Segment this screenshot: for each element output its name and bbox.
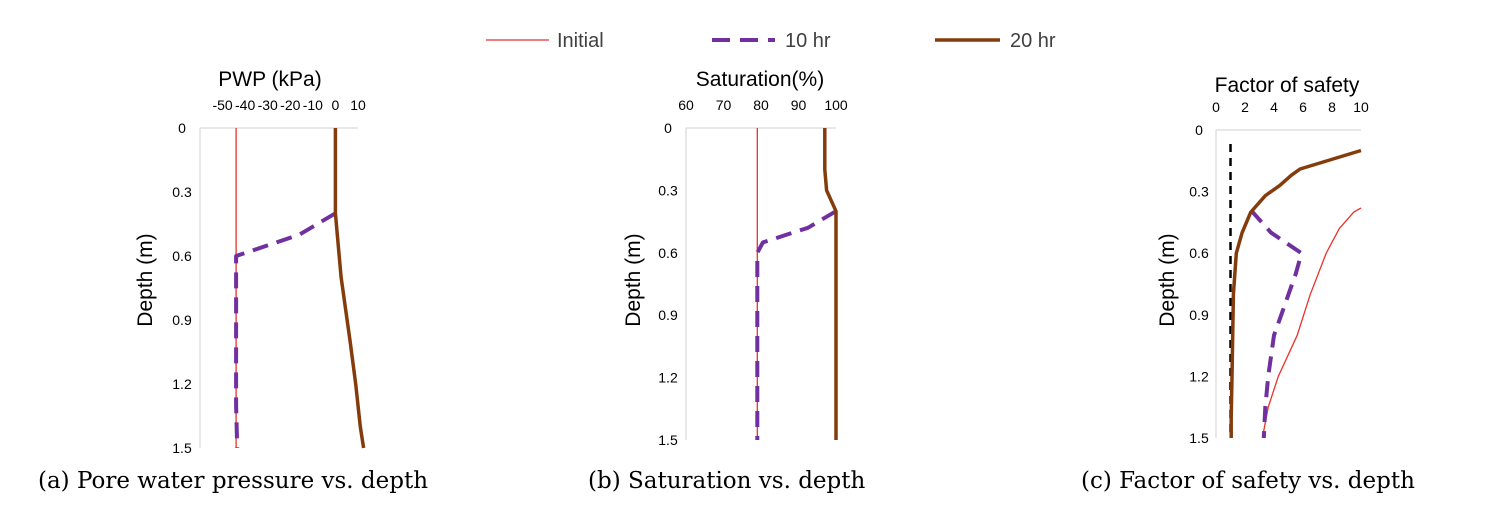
y-tick-label: 1.2 [172, 376, 192, 392]
y-tick-label: 0 [1195, 122, 1203, 138]
x-tick-label: 80 [753, 97, 769, 113]
x-tick-label: -10 [303, 97, 323, 113]
x-tick-label: -50 [212, 97, 232, 113]
chart-title: Factor of safety [1215, 74, 1360, 97]
y-tick-label: 0.9 [658, 307, 678, 323]
series-line-20hr [333, 128, 366, 449]
series-line-20hr [1229, 148, 1362, 438]
x-tick-label: -20 [280, 97, 300, 113]
legend-label-20hr: 20 hr [1010, 30, 1056, 52]
y-axis-label: Depth (m) [1156, 233, 1179, 326]
caption-saturation: (b) Saturation vs. depth [588, 468, 866, 494]
y-tick-label: 0.6 [1189, 245, 1209, 261]
x-tick-label: 100 [824, 97, 848, 113]
y-tick-label: 0.3 [1189, 184, 1209, 200]
y-tick-label: 0 [178, 120, 186, 136]
x-tick-label: 4 [1270, 99, 1278, 115]
legend-label-initial: Initial [557, 30, 604, 52]
legend-entry-initial: Initial [486, 30, 604, 52]
chart-title: PWP (kPa) [218, 68, 321, 91]
x-tick-label: 70 [716, 97, 732, 113]
chart-title: Saturation(%) [696, 68, 824, 91]
panel-pwp: PWP (kPa) Depth (m) -50 -40 -30 -20 -10 0 10 0 0.3… [134, 68, 366, 456]
x-tick-label: 90 [791, 97, 807, 113]
series-line-initial [1261, 207, 1362, 439]
panel-factor-of-safety: Factor of safety Depth (m) 0 2 4 6 8 10 0 0.3 0.6 0… [1156, 74, 1369, 446]
legend: Initial 10 hr 20 hr [486, 30, 1056, 52]
x-tick-label: 60 [678, 97, 694, 113]
legend-entry-10hr: 10 hr [712, 30, 831, 52]
panel-saturation: Saturation(%) Depth (m) 60 70 80 90 100 0 0.3 0.6… [622, 68, 848, 448]
x-tick-label: -30 [258, 97, 278, 113]
y-tick-label: 0.6 [658, 245, 678, 261]
caption-pwp: (a) Pore water pressure vs. depth [38, 468, 428, 494]
x-tick-label: -40 [235, 97, 255, 113]
caption-factor-of-safety: (c) Factor of safety vs. depth [1081, 468, 1415, 494]
x-tick-label: 0 [1212, 99, 1220, 115]
series-line-10hr [755, 209, 838, 440]
y-tick-label: 0.3 [172, 184, 192, 200]
y-tick-label: 0.6 [172, 248, 192, 264]
legend-entry-20hr: 20 hr [935, 30, 1056, 52]
y-tick-label: 1.5 [658, 432, 678, 448]
y-tick-label: 0 [664, 120, 672, 136]
y-tick-label: 0.9 [172, 312, 192, 328]
y-tick-label: 1.2 [1189, 368, 1209, 384]
series-line-10hr [1249, 208, 1304, 439]
y-tick-label: 0.3 [658, 182, 678, 198]
series-line-10hr [234, 211, 337, 449]
x-tick-label: 10 [350, 97, 366, 113]
x-tick-label: 8 [1328, 99, 1336, 115]
x-tick-label: 2 [1241, 99, 1249, 115]
y-axis-label: Depth (m) [622, 233, 645, 326]
x-tick-label: 0 [332, 97, 340, 113]
y-tick-label: 0.9 [1189, 307, 1209, 323]
y-tick-label: 1.5 [172, 440, 192, 456]
x-tick-label: 6 [1299, 99, 1307, 115]
series-line-20hr [823, 128, 838, 440]
legend-label-10hr: 10 hr [785, 30, 831, 52]
x-tick-label: 10 [1353, 99, 1369, 115]
y-tick-label: 1.2 [658, 370, 678, 386]
y-axis-label: Depth (m) [134, 233, 157, 326]
y-tick-label: 1.5 [1189, 430, 1209, 446]
